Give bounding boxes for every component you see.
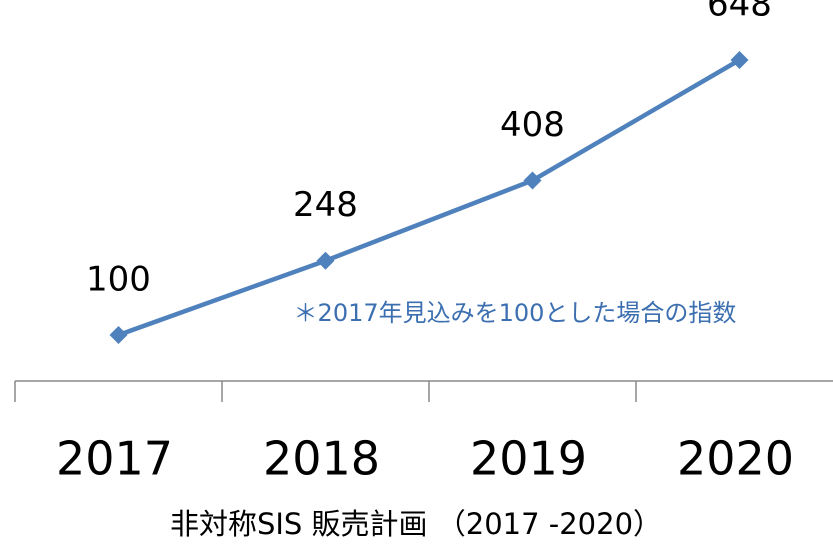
data-label: 408 [500,105,565,145]
data-label: 648 [707,0,772,25]
data-label: 248 [293,185,358,225]
data-label: 100 [86,260,151,300]
x-tick-label: 2017 [56,432,173,486]
line [117,58,741,338]
x-tick-label: 2018 [263,432,380,486]
x-tick-label: 2020 [677,432,794,486]
marker [109,326,128,344]
marker [316,251,335,270]
x-tick-label: 2019 [470,432,587,486]
x-axis-title: 非対称SIS 販売計画 （2017 -2020） [170,507,662,541]
marker [523,171,542,190]
annotation: ＊2017年見込みを100とした場合の指数 [294,299,737,327]
marker [730,51,749,69]
